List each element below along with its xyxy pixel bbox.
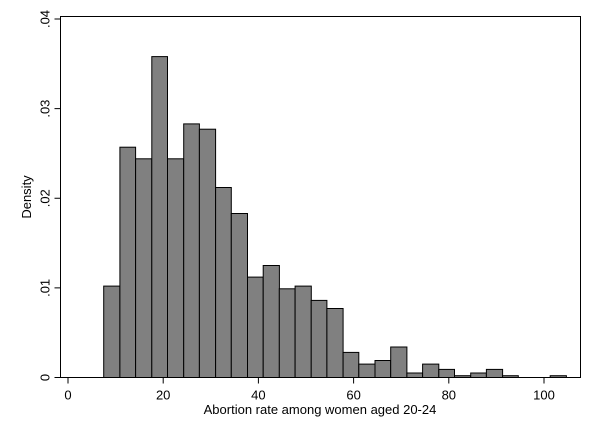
y-tick-label: 0: [38, 374, 53, 381]
histogram-bar: [406, 372, 424, 378]
histogram-bar: [358, 363, 376, 379]
histogram-bar: [262, 265, 280, 378]
histogram-bar: [422, 363, 440, 379]
y-tick-label: .02: [38, 189, 53, 207]
y-axis-label: Density: [19, 175, 34, 219]
histogram-bar: [374, 360, 392, 378]
y-tick-label: .03: [38, 100, 53, 118]
histogram-bar: [438, 368, 455, 378]
y-tick-label: .04: [38, 10, 53, 28]
histogram-bar: [342, 351, 360, 378]
histogram-bar: [167, 158, 185, 378]
x-tick-label: 100: [533, 388, 555, 403]
plot-frame: [60, 16, 581, 378]
histogram-bar: [390, 346, 408, 378]
histogram-bar: [215, 187, 232, 378]
x-tick-label: 80: [442, 388, 456, 403]
histogram-bar: [230, 213, 249, 378]
y-tick-label: .01: [38, 279, 53, 297]
x-tick-label: 0: [64, 388, 71, 403]
histogram-bar: [119, 146, 137, 378]
histogram-bar: [485, 368, 504, 378]
histogram-bar: [326, 308, 344, 378]
histogram-bar: [278, 288, 296, 378]
y-axis-ticks: 0 .01 .02 .03 .04: [38, 10, 61, 381]
histogram-bar: [151, 56, 169, 378]
histogram-bar: [310, 299, 328, 378]
histogram-bar: [103, 285, 121, 379]
histogram-bar: [470, 372, 487, 378]
histogram-bar: [135, 158, 153, 378]
bars-group: [103, 56, 567, 379]
x-axis-label: Abortion rate among women aged 20-24: [204, 402, 437, 417]
x-tick-label: 40: [251, 388, 265, 403]
histogram-bar: [198, 128, 217, 378]
histogram-bar: [247, 276, 264, 379]
x-axis-ticks: 0 20 40 60 80 100: [64, 377, 555, 403]
x-tick-label: 60: [346, 388, 360, 403]
histogram-bar: [294, 285, 312, 379]
x-tick-label: 20: [156, 388, 170, 403]
histogram-bar: [183, 123, 200, 379]
